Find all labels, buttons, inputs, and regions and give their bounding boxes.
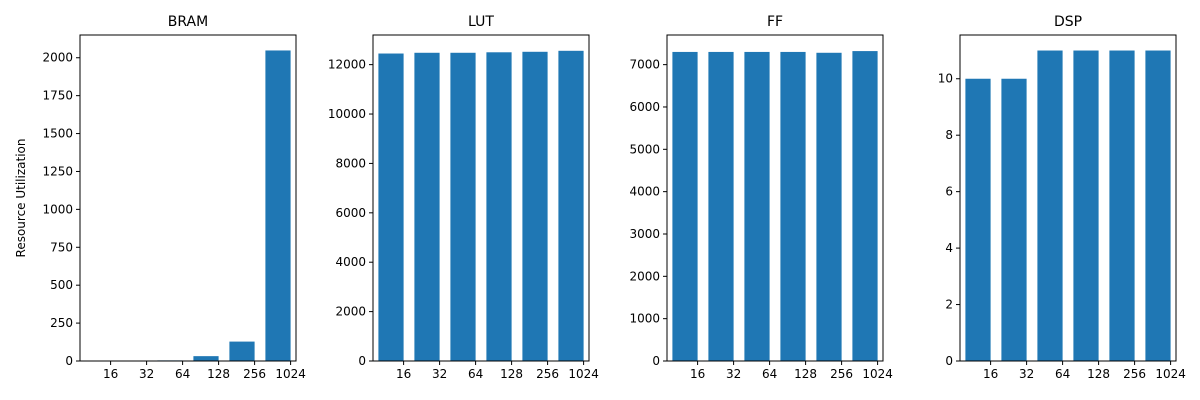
y-tick-label: 250 — [50, 316, 73, 330]
x-tick-label: 128 — [794, 367, 817, 381]
y-tick-label: 7000 — [629, 58, 660, 72]
bar — [965, 78, 991, 362]
bar — [1001, 78, 1027, 362]
bar — [1037, 50, 1063, 362]
bar — [708, 51, 734, 362]
x-tick-label: 128 — [500, 367, 523, 381]
subplot-title: BRAM — [168, 14, 208, 30]
y-tick-label: 0 — [652, 354, 660, 368]
y-tick-label: 500 — [50, 278, 73, 292]
subplot-dsp: DSP 16 32 64 128 256 1024 0 2 4 6 8 10 — [938, 14, 1186, 381]
axes-dsp: 16 32 64 128 256 1024 0 2 4 6 8 10 — [938, 34, 1186, 381]
bar — [193, 356, 219, 361]
axes-frame — [666, 34, 884, 362]
y-tick-label: 1000 — [629, 312, 660, 326]
bar — [744, 51, 770, 362]
x-tick-label: 1024 — [862, 367, 893, 381]
x-tick-label: 1024 — [1155, 367, 1186, 381]
bar — [1109, 50, 1135, 362]
x-tick-label: 128 — [1087, 367, 1110, 381]
bar — [450, 52, 476, 361]
axes-frame — [372, 34, 590, 362]
x-tick-label: 32 — [139, 367, 154, 381]
x-tick-label: 64 — [1055, 367, 1070, 381]
axes-lut: 16 32 64 128 256 1024 0 2000 4000 6000 8000 10000 12… — [328, 34, 599, 381]
x-tick-label: 1024 — [568, 367, 599, 381]
y-tick-label: 8 — [945, 128, 953, 142]
x-tick-label: 128 — [207, 367, 230, 381]
bar — [265, 50, 291, 362]
y-axis-label: Resource Utilization — [14, 139, 28, 258]
y-tick-label: 2000 — [335, 305, 366, 319]
subplot-title: DSP — [1054, 14, 1082, 30]
y-tick-label: 4 — [945, 241, 953, 255]
bar — [522, 51, 548, 361]
x-tick-label: 256 — [1123, 367, 1146, 381]
axes-bram: 16 32 64 128 256 1024 0 250 500 750 1000 1250 1500 17… — [42, 34, 306, 381]
bar — [558, 50, 584, 361]
bar — [1145, 50, 1171, 362]
x-tick-label: 32 — [432, 367, 447, 381]
y-tick-label: 8000 — [335, 156, 366, 170]
y-tick-label: 10 — [938, 72, 953, 86]
bar — [780, 51, 806, 362]
y-tick-label: 750 — [50, 240, 73, 254]
y-tick-label: 6 — [945, 185, 953, 199]
x-tick-label: 1024 — [275, 367, 306, 381]
subplot-title: LUT — [468, 14, 494, 30]
subplot-title: FF — [767, 14, 783, 30]
y-tick-label: 0 — [65, 354, 73, 368]
y-tick-label: 1000 — [42, 202, 73, 216]
bar — [852, 51, 878, 361]
x-tick-label: 256 — [536, 367, 559, 381]
bar — [1073, 50, 1099, 362]
x-tick-label: 64 — [762, 367, 777, 381]
y-tick-label: 0 — [358, 354, 366, 368]
x-tick-label: 32 — [1019, 367, 1034, 381]
subplot-bram: BRAM Resource Utilization 16 32 64 128 256 10… — [14, 14, 306, 381]
subplot-lut: LUT 16 32 64 128 256 1024 0 2000 4000 6000 8000 100… — [328, 14, 599, 381]
axes-frame — [79, 34, 297, 362]
x-tick-label: 256 — [830, 367, 853, 381]
y-tick-label: 10000 — [328, 107, 366, 121]
bar — [816, 52, 842, 361]
bar — [672, 51, 698, 362]
x-tick-label: 16 — [690, 367, 705, 381]
x-tick-label: 32 — [726, 367, 741, 381]
y-tick-label: 4000 — [629, 185, 660, 199]
y-tick-label: 4000 — [335, 255, 366, 269]
bar — [486, 52, 512, 362]
bar — [229, 341, 255, 361]
axes-ff: 16 32 64 128 256 1024 0 1000 2000 3000 4000 5000 600… — [629, 34, 893, 381]
x-tick-label: 16 — [396, 367, 411, 381]
x-tick-label: 64 — [175, 367, 190, 381]
x-tick-label: 16 — [103, 367, 118, 381]
subplot-ff: FF 16 32 64 128 256 1024 0 1000 2000 3000 4000 5000… — [629, 14, 892, 381]
y-tick-label: 1750 — [42, 89, 73, 103]
x-tick-label: 16 — [983, 367, 998, 381]
y-tick-label: 6000 — [629, 100, 660, 114]
x-tick-label: 64 — [468, 367, 483, 381]
y-tick-label: 2000 — [629, 269, 660, 283]
y-tick-label: 1500 — [42, 127, 73, 141]
y-tick-label: 12000 — [328, 58, 366, 72]
bar — [378, 53, 404, 361]
axes-frame — [959, 34, 1177, 362]
y-tick-label: 2000 — [42, 51, 73, 65]
y-tick-label: 6000 — [335, 206, 366, 220]
y-tick-label: 0 — [945, 354, 953, 368]
y-tick-label: 1250 — [42, 164, 73, 178]
y-tick-label: 3000 — [629, 227, 660, 241]
y-tick-label: 2 — [945, 298, 953, 312]
y-tick-label: 5000 — [629, 142, 660, 156]
bar — [414, 52, 440, 361]
x-tick-label: 256 — [243, 367, 266, 381]
